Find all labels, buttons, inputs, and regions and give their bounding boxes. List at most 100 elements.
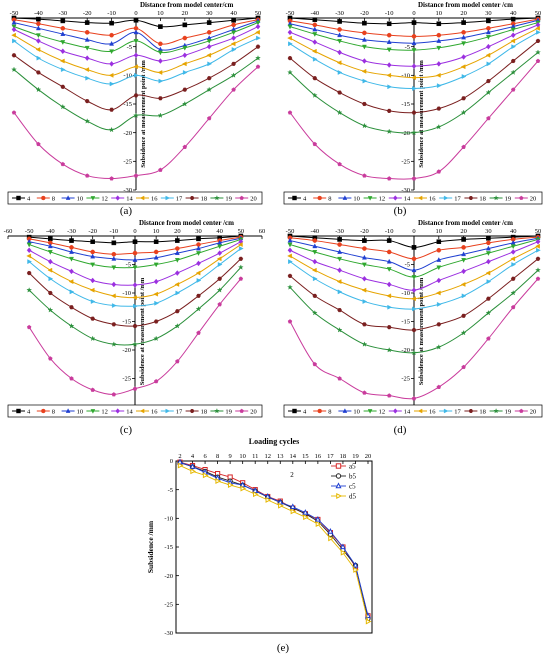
series-point-d5 <box>340 549 347 556</box>
legend-label-12: 12 <box>101 408 108 415</box>
series-point-20 <box>362 173 367 178</box>
series-point-19 <box>311 309 318 316</box>
x-tick-label: -10 <box>385 10 394 17</box>
legend-label-12: 12 <box>379 195 386 202</box>
x-tick-label: 0 <box>412 228 415 235</box>
legend-marker-20 <box>519 195 524 200</box>
legend-marker-a5 <box>335 463 342 469</box>
x-tick-label: 9 <box>229 453 232 460</box>
series-point-14 <box>182 52 188 59</box>
series-point-20 <box>436 384 442 389</box>
series-point-16 <box>361 68 367 74</box>
series-point-14 <box>158 58 163 64</box>
series-point-18 <box>461 96 466 101</box>
series-point-17 <box>362 78 368 84</box>
series-point-18 <box>411 328 417 333</box>
panel-label-a: (a) <box>120 205 133 217</box>
series-point-4 <box>182 22 188 28</box>
series-point-14 <box>436 61 442 67</box>
legend-marker-d5 <box>336 492 343 500</box>
series-point-d5 <box>328 535 334 542</box>
series-point-c5 <box>289 503 296 510</box>
series-point-18 <box>312 76 318 81</box>
series-point-17 <box>60 67 66 73</box>
legend: 4 8 10 12 14 16 17 18 19 20 <box>283 191 543 205</box>
legend-label-18: 18 <box>201 408 208 415</box>
series-point-19 <box>287 69 293 75</box>
series-point-17 <box>154 300 160 306</box>
x-tick-label: 30 <box>195 228 202 235</box>
series-point-4 <box>111 240 117 246</box>
series-point-4 <box>175 238 180 243</box>
legend-marker-b5 <box>335 473 342 479</box>
annotation-text: 2 <box>290 471 294 479</box>
x-tick-label: -60 <box>4 228 13 235</box>
legend-marker-4 <box>16 408 21 414</box>
legend-marker-12 <box>90 409 96 414</box>
legend-label-8: 8 <box>328 195 331 202</box>
x-tick-label: 8 <box>216 453 219 460</box>
series-point-d5 <box>290 508 297 515</box>
legend-marker-14 <box>115 195 120 201</box>
series-point-12 <box>231 30 237 36</box>
series-point-18 <box>411 110 417 115</box>
series-point-8 <box>36 21 41 27</box>
panel-label-e: (e) <box>277 642 290 654</box>
y-tick-label: -15 <box>401 319 410 326</box>
series-point-12 <box>312 32 318 37</box>
legend-marker-18 <box>468 196 474 200</box>
series-point-18 <box>175 309 180 314</box>
series-point-19 <box>411 129 417 136</box>
series-point-18 <box>362 322 367 327</box>
legend-label-14: 14 <box>126 195 133 202</box>
legend-marker-14 <box>393 195 398 201</box>
series-point-12 <box>132 265 138 271</box>
series-point-19 <box>336 327 343 333</box>
series-point-19 <box>84 118 91 124</box>
series-point-16 <box>336 60 342 66</box>
series-point-17 <box>158 78 164 84</box>
series-point-4 <box>36 16 41 22</box>
series-point-17 <box>461 74 467 79</box>
series-point-18 <box>486 296 491 301</box>
legend-marker-10 <box>65 408 71 413</box>
series-point-16 <box>26 253 32 259</box>
series-point-14 <box>337 49 342 56</box>
series-point-17 <box>207 61 213 67</box>
legend-marker-17 <box>443 408 449 414</box>
y-tick-label: -15 <box>164 544 173 551</box>
y-axis-title: Subsidence at measurement point /mm <box>418 277 425 385</box>
series-point-17 <box>231 47 237 52</box>
series-point-10 <box>111 255 117 261</box>
series-point-4 <box>158 24 163 29</box>
x-tick-label: 20 <box>174 228 181 235</box>
series-point-12 <box>69 256 74 262</box>
series-point-19 <box>216 287 223 293</box>
series-point-19 <box>68 323 75 329</box>
series-point-12 <box>109 49 115 55</box>
series-point-16 <box>68 279 74 285</box>
series-point-8 <box>386 249 392 255</box>
series-point-10 <box>436 257 442 262</box>
legend-label-4: 4 <box>303 195 307 202</box>
series-point-16 <box>510 256 516 262</box>
series-point-8 <box>411 34 417 39</box>
series-point-18 <box>287 56 293 61</box>
series-point-17 <box>337 70 343 75</box>
series-point-19 <box>460 329 467 336</box>
legend-label-8: 8 <box>328 408 331 415</box>
series-point-12 <box>255 20 261 26</box>
series-point-16 <box>311 48 317 54</box>
series-point-19 <box>108 126 115 133</box>
series-point-12 <box>287 24 293 30</box>
legend-marker-4 <box>292 195 297 201</box>
series-point-17 <box>412 306 417 312</box>
series-point-20 <box>111 392 117 397</box>
x-tick-label: -30 <box>335 10 344 17</box>
series-point-18 <box>312 293 318 298</box>
series-point-4 <box>60 18 66 24</box>
legend-marker-20 <box>239 408 244 413</box>
series-point-8 <box>362 246 367 251</box>
series-point-19 <box>460 109 467 116</box>
series-point-14 <box>206 43 212 50</box>
